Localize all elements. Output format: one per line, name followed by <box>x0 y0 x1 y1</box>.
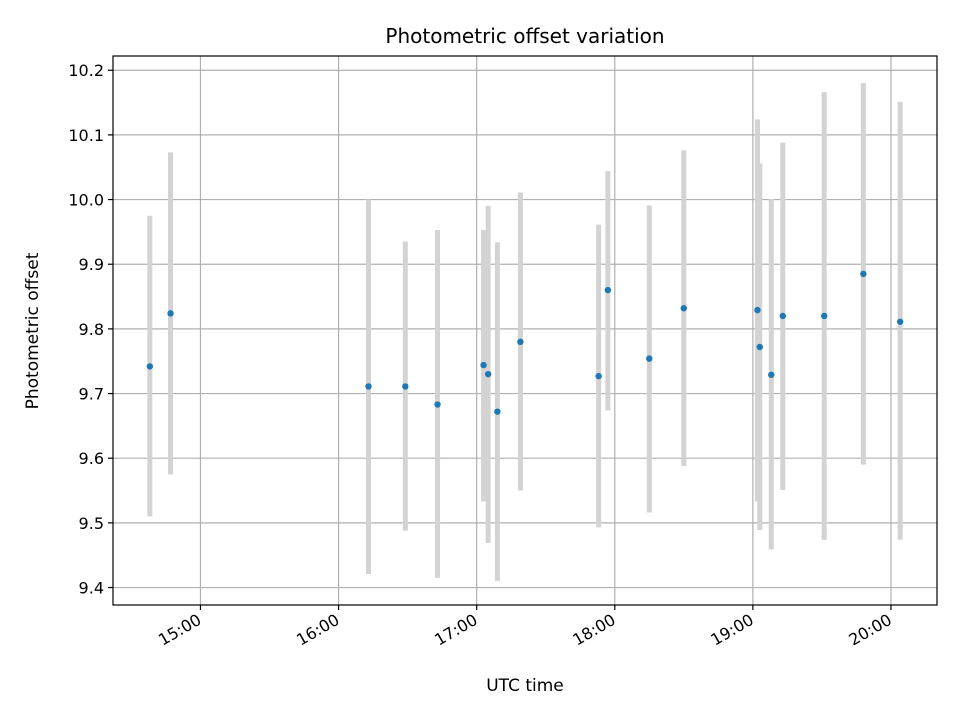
data-point <box>604 286 612 294</box>
data-point <box>494 408 501 415</box>
x-tick-label: 16:00 <box>293 610 342 650</box>
data-point <box>756 343 763 351</box>
plot-frame <box>112 55 938 606</box>
data-point <box>821 312 828 320</box>
x-tick-label: 18:00 <box>569 610 618 650</box>
chart-title: Photometric offset variation <box>385 24 664 48</box>
data-point <box>484 370 492 378</box>
error-bars <box>147 83 903 582</box>
data-point <box>402 383 409 390</box>
data-point <box>517 338 524 346</box>
data-point <box>146 363 154 370</box>
y-tick-label: 9.5 <box>79 514 104 533</box>
data-point <box>779 312 786 320</box>
data-point <box>646 355 653 362</box>
data-point <box>167 310 174 317</box>
data-point <box>768 371 775 378</box>
y-tick-label: 9.4 <box>79 579 104 598</box>
y-tick-label: 10.1 <box>68 126 104 145</box>
data-point <box>754 306 761 314</box>
data-point <box>595 372 602 380</box>
y-tick-label: 9.7 <box>79 385 104 404</box>
data-point <box>680 304 688 312</box>
y-axis-title: Photometric offset <box>23 252 43 409</box>
x-tick-label: 19:00 <box>707 610 756 650</box>
y-tick-label: 9.8 <box>79 320 104 339</box>
x-tick-label: 17:00 <box>431 610 480 650</box>
x-tick-label: 15:00 <box>155 610 204 650</box>
grid-lines <box>113 56 937 605</box>
x-tick-label: 20:00 <box>846 610 895 650</box>
y-tick-label: 9.6 <box>79 449 104 468</box>
data-point <box>896 318 904 325</box>
y-tick-label: 10.2 <box>68 61 104 80</box>
data-points <box>146 270 904 415</box>
data-point <box>480 361 487 369</box>
x-axis-title: UTC time <box>486 676 564 696</box>
y-tick-label: 9.9 <box>79 255 104 274</box>
data-point <box>860 270 867 278</box>
data-point <box>365 383 372 390</box>
data-point <box>434 401 441 408</box>
y-tick-label: 10.0 <box>68 191 104 210</box>
